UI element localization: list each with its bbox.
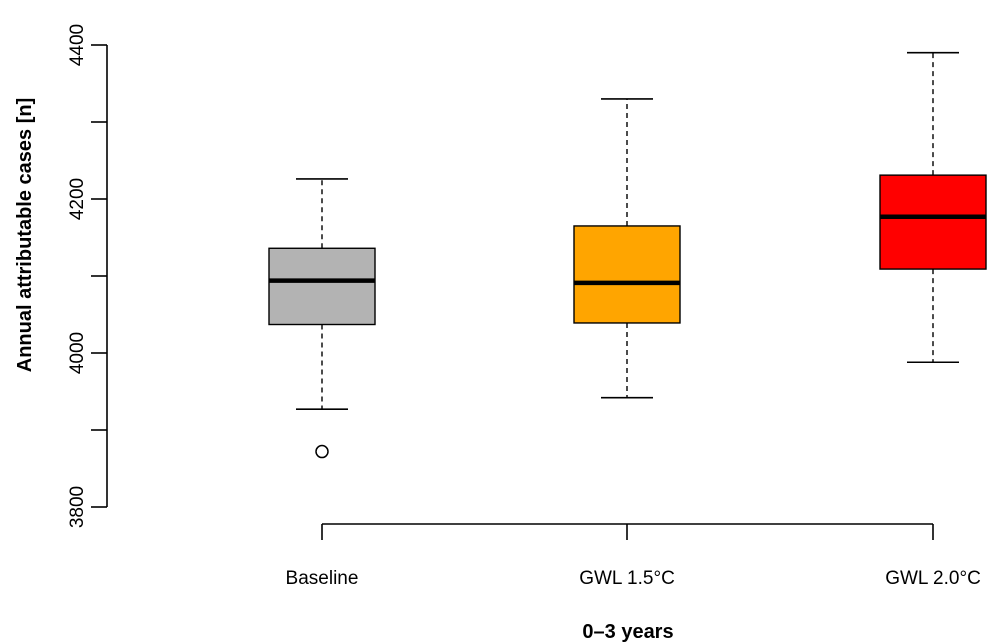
x-tick-label: GWL 2.0°C [885,568,981,589]
box-3 [879,51,987,364]
x-tick-label: GWL 1.5°C [579,568,675,589]
y-axis: 3800 4000 4200 4400 [67,24,108,528]
outlier-point [315,444,329,459]
x-tick-label: Baseline [286,568,359,589]
y-tick-label: 4200 [67,178,88,220]
box-iqr [879,174,987,270]
box-1 [268,178,376,459]
box-group [268,51,987,459]
box-iqr [573,225,681,324]
y-tick-label: 4400 [67,24,88,66]
x-axis: Baseline GWL 1.5°C GWL 2.0°C [286,523,981,589]
y-tick-label: 4000 [67,332,88,374]
y-tick-label: 3800 [67,486,88,528]
x-axis-title: 0–3 years [582,621,673,642]
y-axis-title: Annual attributable cases [n] [14,98,36,373]
box-2 [573,98,681,399]
box-iqr [268,247,376,326]
